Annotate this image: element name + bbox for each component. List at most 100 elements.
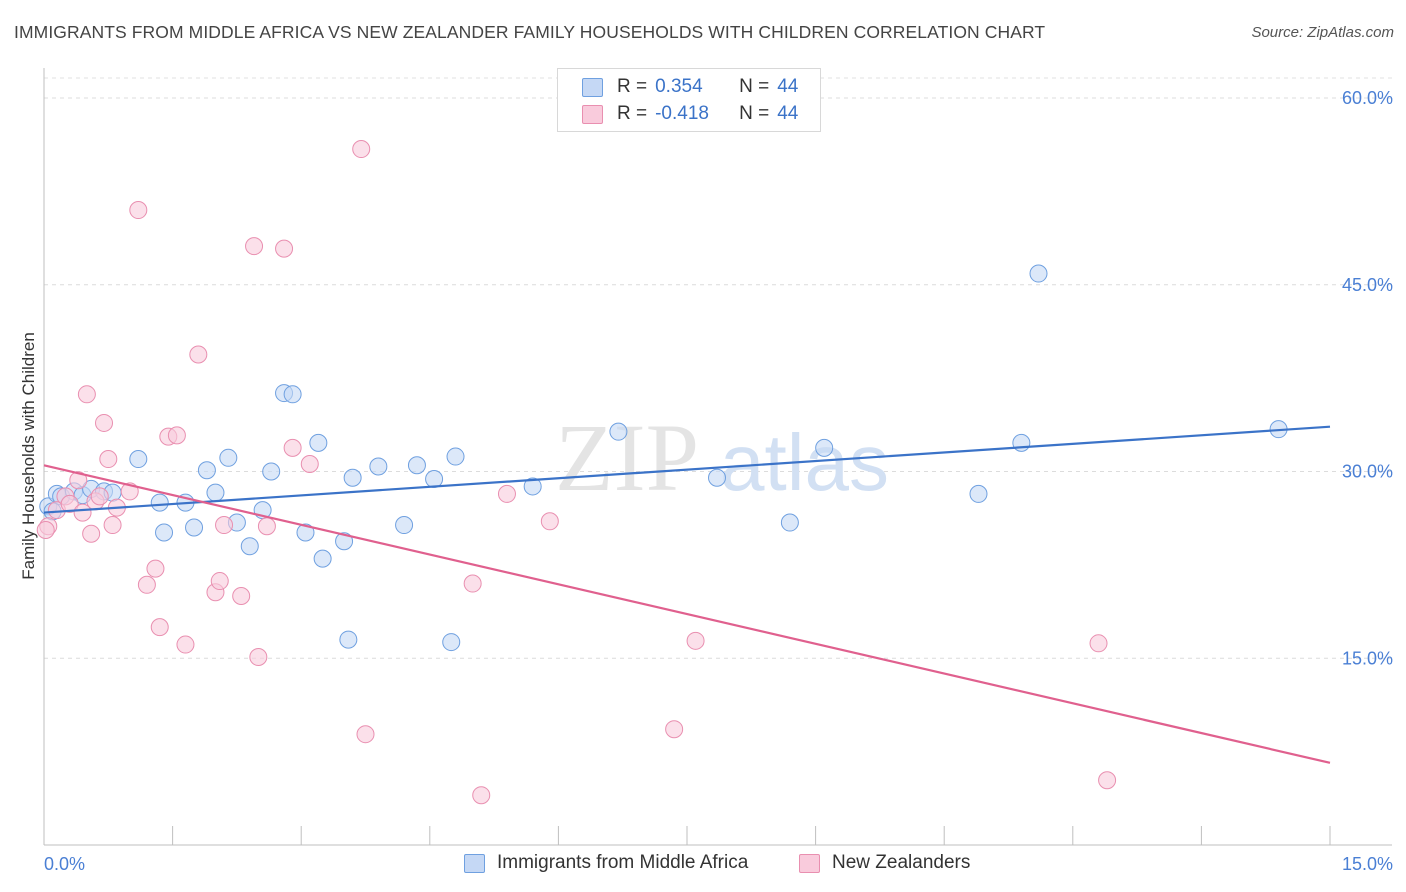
axes	[43, 68, 1392, 846]
data-point	[472, 786, 491, 805]
data-point	[343, 468, 362, 487]
data-point	[69, 471, 88, 490]
series-new-zealanders	[36, 140, 1117, 805]
data-point	[232, 587, 251, 605]
legend-label-new-zealanders: New Zealanders	[832, 852, 971, 873]
trend-line-new-zealanders	[43, 464, 1331, 764]
data-point	[339, 630, 358, 649]
data-point	[150, 618, 169, 637]
data-point	[300, 455, 319, 474]
data-point	[407, 456, 426, 475]
data-point	[197, 461, 216, 480]
data-point	[686, 631, 705, 650]
data-point	[497, 484, 516, 503]
legend-n-label: N =	[739, 76, 770, 97]
data-point	[73, 503, 92, 522]
data-point	[540, 512, 559, 531]
legend-swatch-middle-africa	[464, 853, 485, 873]
data-point	[150, 493, 169, 512]
legend-label-middle-africa: Immigrants from Middle Africa	[497, 852, 749, 873]
data-point	[36, 521, 55, 540]
data-point	[219, 448, 238, 467]
legend-swatch-new-zealanders	[799, 853, 820, 873]
data-point	[275, 239, 294, 258]
data-point	[283, 438, 302, 457]
data-point	[442, 633, 461, 652]
legend-n-label: N =	[739, 103, 770, 124]
y-axis-label: Family Households with Children	[19, 332, 38, 580]
correlation-legend: R = 0.354 N = 44 R = -0.418 N = 44	[557, 68, 821, 132]
data-point	[356, 725, 375, 744]
data-point	[1029, 264, 1048, 283]
legend-r-value: 0.354	[655, 76, 703, 97]
data-point	[60, 494, 79, 513]
data-point	[309, 433, 328, 452]
data-point	[283, 385, 302, 404]
data-point	[335, 532, 354, 551]
data-point	[609, 422, 628, 441]
trend-lines	[43, 425, 1331, 764]
legend-n-value: 44	[777, 103, 799, 124]
data-point	[708, 468, 727, 487]
data-point	[99, 450, 118, 469]
legend-row-new-zealanders: R = -0.418 N = 44	[582, 101, 798, 127]
legend-swatch-new-zealanders	[582, 104, 603, 124]
data-point	[352, 140, 371, 159]
grid-lines	[44, 77, 1392, 659]
legend-item-new-zealanders: New Zealanders	[799, 852, 970, 874]
data-point	[137, 575, 156, 594]
data-point	[665, 720, 684, 739]
legend-n-value: 44	[777, 76, 799, 97]
data-point	[95, 413, 114, 432]
legend-r-label: R =	[617, 103, 648, 124]
data-point	[82, 524, 101, 543]
data-point	[167, 426, 186, 445]
data-point	[1012, 433, 1031, 452]
legend-r-value: -0.418	[655, 103, 709, 124]
data-point	[189, 345, 208, 364]
data-point	[155, 523, 174, 542]
y-tick-label: 45.0%	[1342, 275, 1393, 295]
data-point	[1098, 771, 1117, 790]
data-point	[425, 469, 444, 488]
data-point	[296, 523, 315, 542]
data-point	[395, 516, 414, 535]
series-legend: Immigrants from Middle Africa New Zealan…	[0, 852, 1406, 878]
legend-row-middle-africa: R = 0.354 N = 44	[582, 74, 798, 100]
data-point	[176, 635, 195, 654]
data-point	[185, 518, 204, 537]
tick-labels: 15.0% 30.0% 45.0% 60.0% 0.0% 15.0%	[44, 88, 1393, 874]
data-point	[215, 516, 234, 535]
y-tick-label: 15.0%	[1342, 648, 1393, 668]
source-label: Source: ZipAtlas.com	[1251, 24, 1394, 41]
legend-r-label: R =	[617, 76, 648, 97]
data-point	[780, 513, 799, 532]
data-point	[103, 516, 122, 535]
legend-item-middle-africa: Immigrants from Middle Africa	[464, 852, 748, 874]
data-point	[129, 201, 148, 220]
data-point	[206, 483, 225, 502]
data-point	[523, 477, 542, 496]
chart-title: IMMIGRANTS FROM MIDDLE AFRICA VS NEW ZEA…	[14, 22, 1046, 42]
watermark-zip: ZIP	[555, 404, 699, 511]
data-point	[969, 484, 988, 503]
data-point	[463, 574, 482, 593]
data-point	[262, 462, 281, 481]
x-tick-label: 15.0%	[1342, 854, 1393, 874]
data-point	[240, 537, 259, 556]
legend-swatch-middle-africa	[582, 77, 603, 97]
trend-line-middle-africa	[43, 425, 1331, 514]
data-point	[446, 447, 465, 466]
data-point	[129, 450, 148, 469]
data-point	[1089, 634, 1108, 653]
data-point	[257, 517, 276, 536]
data-point	[77, 385, 96, 404]
data-point	[146, 559, 165, 578]
data-point	[245, 237, 264, 256]
data-point	[313, 549, 332, 568]
x-tick-label: 0.0%	[44, 854, 85, 874]
data-point	[90, 487, 109, 506]
y-tick-label: 60.0%	[1342, 88, 1393, 108]
data-point	[815, 438, 834, 457]
